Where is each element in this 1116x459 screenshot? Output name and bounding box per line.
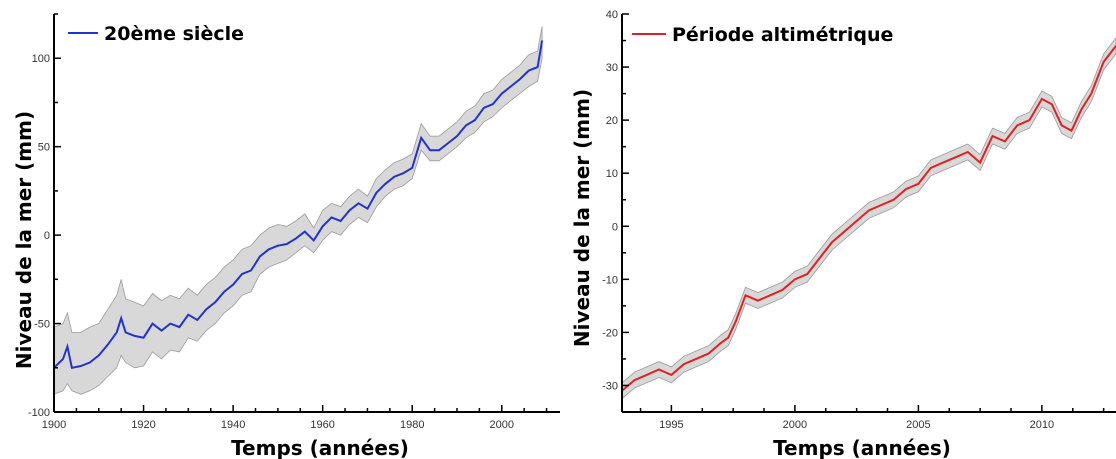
legend: 20ème siècle bbox=[68, 23, 244, 45]
y-tick-label: 20 bbox=[606, 115, 618, 127]
y-axis-title: Niveau de la mer (mm) bbox=[570, 89, 594, 347]
x-tick-label: 1980 bbox=[400, 419, 424, 431]
legend-label: 20ème siècle bbox=[104, 23, 244, 45]
y-tick-label: 40 bbox=[606, 9, 618, 21]
x-tick-label: 1900 bbox=[42, 419, 66, 431]
y-tick-label: -50 bbox=[34, 319, 50, 331]
legend-label: Période altimétrique bbox=[672, 24, 893, 46]
y-tick-label: 30 bbox=[606, 62, 618, 74]
series-line bbox=[53, 40, 544, 369]
y-tick-label: -10 bbox=[602, 274, 618, 286]
x-tick-label: 1960 bbox=[310, 419, 334, 431]
y-tick-label: 0 bbox=[44, 230, 50, 242]
y-tick-label: 100 bbox=[32, 53, 50, 65]
x-tick-label: 2010 bbox=[1030, 419, 1054, 431]
x-tick-label: 1940 bbox=[221, 419, 245, 431]
y-tick-label: 10 bbox=[606, 168, 618, 180]
x-tick-label: 1920 bbox=[131, 419, 155, 431]
series-line bbox=[621, 45, 1116, 392]
x-tick-label: 2000 bbox=[490, 419, 514, 431]
x-axis-title: Temps (années) bbox=[231, 436, 409, 459]
y-tick-label: 0 bbox=[612, 221, 618, 233]
uncertainty-band bbox=[621, 37, 1116, 400]
chart-altimetry-period: 1995 2000 2005 2010 -30 -20 -10 0 10 20 30 40 Péri… bbox=[570, 9, 1116, 459]
x-axis-title: Temps (années) bbox=[773, 436, 951, 459]
legend: Période altimétrique bbox=[632, 24, 893, 46]
y-ticks: -30 -20 -10 0 10 20 30 40 bbox=[602, 9, 629, 413]
y-tick-label: 50 bbox=[38, 142, 50, 154]
x-tick-label: 1995 bbox=[659, 419, 683, 431]
x-tick-label: 2000 bbox=[783, 419, 807, 431]
x-tick-label: 2005 bbox=[906, 419, 930, 431]
chart-20th-century: 1900 1920 1940 1960 1980 2000 -100 -50 0 50 100 2… bbox=[12, 13, 560, 459]
y-axis-title: Niveau de la mer (mm) bbox=[12, 111, 36, 369]
y-tick-label: -20 bbox=[602, 327, 618, 339]
y-ticks: -100 -50 0 50 100 bbox=[28, 13, 61, 419]
uncertainty-band bbox=[53, 26, 543, 395]
y-tick-label: -100 bbox=[28, 407, 50, 419]
x-ticks: 1995 2000 2005 2010 bbox=[639, 405, 1105, 431]
x-ticks: 1900 1920 1940 1960 1980 2000 bbox=[42, 405, 548, 431]
y-tick-label: -30 bbox=[602, 380, 618, 392]
